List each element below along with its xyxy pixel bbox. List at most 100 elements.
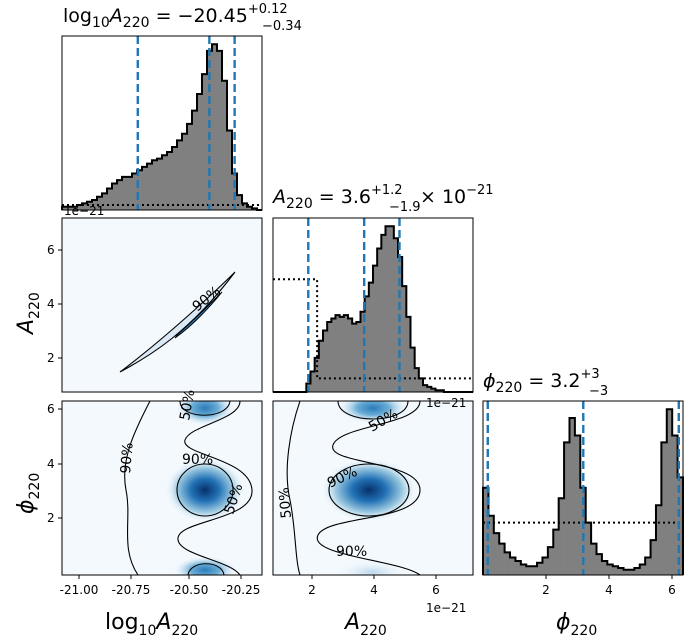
hist-bar	[377, 248, 382, 392]
hist-bar	[157, 158, 163, 210]
panel-2-1-frame	[272, 400, 474, 576]
hist-bar	[414, 368, 420, 392]
hist-bar	[227, 130, 233, 210]
hist-frame	[61, 35, 263, 211]
hist-bar	[142, 166, 148, 210]
yticks-phi220: 6 4 2	[47, 402, 62, 525]
hist-bar	[187, 123, 193, 210]
hist-bar	[232, 173, 238, 210]
xtick-label: -20.50	[170, 583, 209, 597]
hist-bar	[217, 50, 223, 210]
title-0-prefix: log	[63, 5, 92, 27]
ylabel-a220: A220	[14, 292, 43, 336]
hist-frame	[482, 400, 684, 576]
hist-bar	[177, 140, 183, 210]
xlabel-2-sub: 220	[571, 623, 598, 639]
hist-bar	[515, 561, 522, 575]
panel-phi220-vs-log10a220: 50% 90% 90% 50%	[61, 388, 263, 576]
ytick-label: 6	[47, 243, 55, 257]
hist-bar	[612, 566, 619, 575]
hist-bar	[318, 340, 324, 392]
xlabel-0-prefix-sub: 10	[139, 623, 157, 639]
contour-90-outer-2	[286, 401, 301, 575]
xlabel-0-main: A	[154, 610, 171, 635]
contour-50-mid-2	[328, 463, 410, 517]
hist-panel-phi220	[482, 400, 684, 576]
offset-label-diag1: 1e−21	[426, 396, 466, 410]
hist-bar	[147, 163, 153, 210]
ylabel-phi220: ϕ220	[14, 473, 43, 514]
hist-bar	[202, 74, 208, 210]
hist-bar	[499, 543, 505, 575]
title-2-sub: 220	[496, 380, 523, 396]
ytick-label: 2	[47, 351, 55, 365]
title-0-sub: 220	[123, 15, 150, 31]
hist-bar	[634, 568, 641, 575]
ytick-label: 6	[47, 402, 55, 416]
title-1-eq: = 3.6	[313, 186, 371, 208]
ytick-label: 4	[47, 457, 55, 471]
hist-bar	[360, 311, 365, 392]
hist-bar	[418, 378, 424, 392]
hist-bar	[237, 195, 243, 210]
hist-bar	[122, 176, 128, 210]
title-1-post: × 10−21	[420, 183, 494, 208]
hist-outline	[61, 43, 262, 211]
ylabel-1-sub: 220	[27, 292, 43, 319]
hist-bar	[607, 564, 614, 575]
hist-bar	[192, 110, 198, 210]
xlabel-1-sub: 220	[360, 623, 387, 639]
hist-bar	[569, 418, 576, 575]
hist-bar	[553, 529, 559, 575]
density-blob-mid-2	[321, 458, 417, 522]
hist-bar	[107, 188, 113, 210]
xlabel-log10a220: log10A220	[105, 610, 198, 639]
title-1-post-exp: −21	[466, 183, 493, 198]
density-blob-mid	[165, 458, 245, 522]
hist-bar	[406, 316, 411, 392]
hist-bar	[137, 170, 143, 210]
hist-bar	[167, 152, 173, 210]
hist-bar	[558, 498, 565, 575]
hist-bar	[314, 357, 320, 392]
ytick-label: 2	[47, 511, 55, 525]
hist-bar	[423, 385, 428, 392]
hist-bar	[364, 296, 370, 392]
density-blob-bottom-2	[334, 560, 410, 575]
hist-bar	[601, 561, 608, 575]
xtick-label: 4	[605, 583, 613, 597]
contour-label-90-b: 90%	[182, 452, 213, 468]
ytick-label: 4	[47, 297, 55, 311]
hist-bar	[398, 257, 403, 392]
hist-bar	[212, 44, 218, 210]
hist-bar	[373, 265, 378, 392]
hist-bar	[526, 566, 532, 575]
offset-label-bottom: 1e−21	[426, 601, 466, 615]
title-1-main: A	[271, 186, 286, 208]
hist-bar	[427, 386, 432, 392]
hist-bar	[368, 282, 374, 392]
hist-bar	[381, 234, 386, 392]
title-1-upper-err: +1.2	[371, 183, 403, 198]
panel-1-0-frame	[61, 217, 263, 393]
hist-bar	[510, 557, 516, 575]
hist-bar	[547, 547, 554, 575]
hist-bar	[62, 206, 68, 210]
contour-label-90-d: 90%	[336, 544, 367, 560]
xtick-label: 2	[542, 583, 550, 597]
xtick-label: 6	[432, 583, 440, 597]
xlabel-0-prefix: log	[105, 610, 139, 635]
hist-bar	[323, 330, 328, 392]
contour-90-wave	[177, 401, 253, 575]
hist-bar	[585, 522, 592, 575]
hist-bar	[127, 176, 133, 210]
title-0-lower-err: −0.34	[262, 19, 302, 34]
xlabel-1-main: A	[343, 610, 360, 635]
panel-phi220-vs-a220: 50% 90% 50% 90%	[272, 400, 474, 576]
title-2-upper-err: +3	[581, 367, 600, 382]
title-0-main: A	[108, 5, 123, 27]
title-0-upper-err: +0.12	[248, 2, 288, 17]
contour-90-wave-2	[316, 401, 421, 575]
hist-bar	[672, 435, 678, 575]
